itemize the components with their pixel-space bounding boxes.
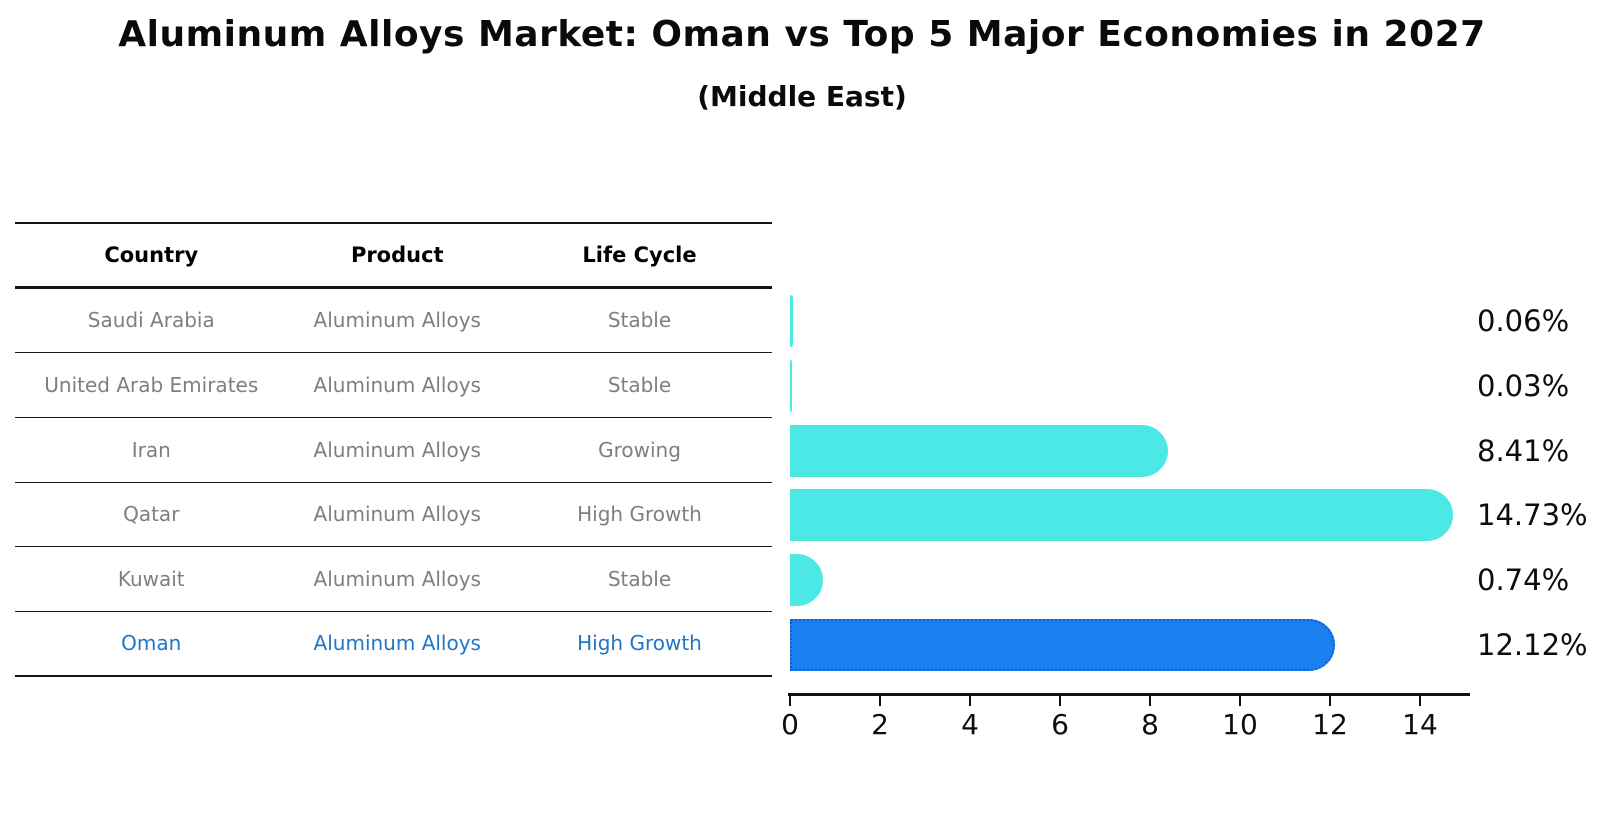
- table-header-row: Country Product Life Cycle: [15, 224, 772, 289]
- cell-lifecycle: Stable: [607, 567, 672, 592]
- x-axis-tick: [788, 696, 792, 706]
- x-axis-tick-label: 8: [1141, 708, 1159, 741]
- bar: [790, 360, 793, 413]
- cell-lifecycle: High Growth: [577, 502, 702, 527]
- x-axis-tick-label: 2: [871, 708, 889, 741]
- x-axis-tick-label: 0: [781, 708, 799, 741]
- cell-lifecycle: Growing: [598, 437, 681, 462]
- bar-value-label: 0.06%: [1477, 304, 1570, 339]
- cell-country: Saudi Arabia: [87, 308, 215, 333]
- x-axis-tick: [1328, 696, 1332, 706]
- table-row-highlighted: Oman Aluminum Alloys High Growth: [15, 612, 772, 677]
- x-axis-tick: [1238, 696, 1242, 706]
- bar-value-label: 14.73%: [1477, 498, 1588, 533]
- x-axis-tick: [1148, 696, 1152, 706]
- cell-product: Aluminum Alloys: [313, 567, 481, 592]
- bar: [790, 424, 1169, 477]
- cell-product: Aluminum Alloys: [313, 502, 481, 527]
- cell-product: Aluminum Alloys: [313, 437, 481, 462]
- x-axis-line: [788, 693, 1470, 697]
- comparison-table: Country Product Life Cycle Saudi Arabia A…: [15, 222, 772, 677]
- cell-product: Aluminum Alloys: [313, 373, 481, 398]
- table-header-country: Country: [104, 242, 199, 267]
- table-row: Iran Aluminum Alloys Growing: [15, 418, 772, 483]
- bar-value-label: 12.12%: [1477, 627, 1588, 662]
- cell-lifecycle: Stable: [607, 373, 672, 398]
- cell-country: Oman: [121, 631, 182, 656]
- x-axis-tick: [968, 696, 972, 706]
- cell-country: Qatar: [123, 502, 180, 527]
- x-axis-tick-label: 6: [1051, 708, 1069, 741]
- x-axis-tick-label: 4: [961, 708, 979, 741]
- table-header-product: Product: [350, 242, 444, 267]
- bar: [790, 295, 793, 348]
- table-row: Saudi Arabia Aluminum Alloys Stable: [15, 289, 772, 354]
- cell-lifecycle: High Growth: [577, 631, 702, 656]
- chart-subtitle: (Middle East): [697, 80, 907, 113]
- x-axis-tick-label: 14: [1402, 708, 1438, 741]
- table-header-lifecycle: Life Cycle: [582, 242, 697, 267]
- cell-country: United Arab Emirates: [44, 373, 259, 398]
- x-axis-tick: [878, 696, 882, 706]
- cell-product: Aluminum Alloys: [313, 308, 481, 333]
- x-axis-tick-label: 10: [1222, 708, 1258, 741]
- x-axis-tick: [1418, 696, 1422, 706]
- bar: [790, 489, 1453, 542]
- table-body: Saudi Arabia Aluminum Alloys Stable United …: [15, 289, 772, 677]
- table-row: Qatar Aluminum Alloys High Growth: [15, 483, 772, 548]
- chart-title: Aluminum Alloys Market: Oman vs Top 5 Ma…: [118, 14, 1486, 55]
- x-axis-tick-label: 12: [1312, 708, 1348, 741]
- table-row: Kuwait Aluminum Alloys Stable: [15, 547, 772, 612]
- bar-value-label: 0.03%: [1477, 369, 1570, 404]
- highlight-bar: [790, 618, 1336, 671]
- cell-product: Aluminum Alloys: [313, 631, 481, 656]
- bar: [790, 554, 824, 607]
- x-axis-tick: [1058, 696, 1062, 706]
- bar-value-label: 0.74%: [1477, 563, 1570, 598]
- cell-country: Iran: [131, 437, 171, 462]
- table-row: United Arab Emirates Aluminum Alloys Stabl…: [15, 353, 772, 418]
- cell-lifecycle: Stable: [607, 308, 672, 333]
- bar-value-label: 8.41%: [1477, 433, 1570, 468]
- cell-country: Kuwait: [117, 567, 185, 592]
